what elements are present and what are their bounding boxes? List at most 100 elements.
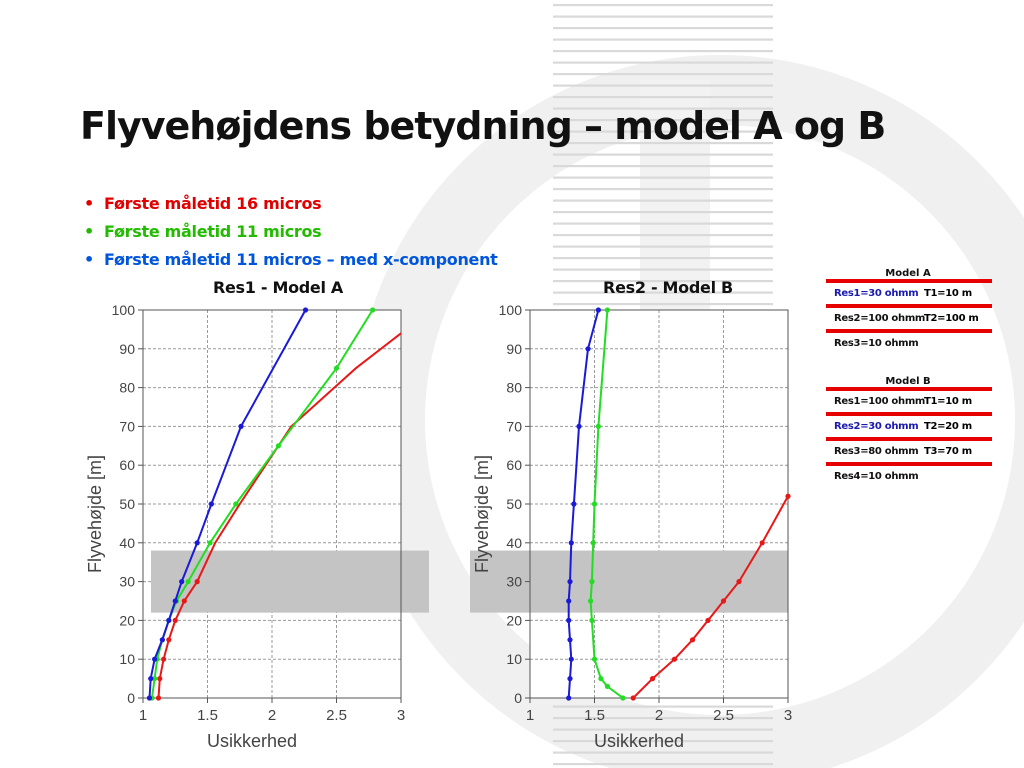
data-point-blue bbox=[146, 695, 153, 701]
y-tick-label: 40 bbox=[506, 535, 522, 551]
data-point-blue bbox=[194, 540, 200, 546]
chart-title-model-a: Res1 - Model A bbox=[212, 278, 344, 297]
y-tick-label: 90 bbox=[506, 341, 522, 357]
y-tick-label: 20 bbox=[119, 612, 135, 628]
data-point-green bbox=[152, 676, 158, 682]
y-tick-label: 100 bbox=[499, 302, 523, 318]
y-tick-label: 10 bbox=[119, 651, 135, 667]
y-axis-label: Flyvehøjde [m] bbox=[85, 455, 105, 573]
y-tick-label: 80 bbox=[506, 380, 522, 396]
x-axis-label: Usikkerhed bbox=[594, 731, 684, 751]
x-tick-label: 1 bbox=[139, 707, 147, 724]
thickness-cell: T3=70 m bbox=[924, 446, 972, 457]
data-point-blue bbox=[566, 695, 572, 701]
x-tick-label: 3 bbox=[397, 707, 405, 724]
y-tick-label: 60 bbox=[119, 457, 135, 473]
bullet-item-11-micros: • Første måletid 11 micros bbox=[84, 222, 498, 241]
data-point-blue bbox=[302, 307, 309, 313]
y-tick-label: 60 bbox=[506, 457, 522, 473]
stripe-line bbox=[553, 705, 773, 708]
y-tick-label: 70 bbox=[506, 418, 522, 434]
data-point-green bbox=[185, 579, 191, 585]
stripe-line bbox=[553, 84, 773, 87]
data-point-blue bbox=[566, 617, 572, 623]
y-tick-label: 10 bbox=[506, 651, 522, 667]
chart-model-a: 0 10 20 30 40 50 60 70 80 90 100 1 1.5 2 2.5 3 Usikkerhe… bbox=[85, 302, 429, 751]
series-line-green bbox=[151, 309, 374, 699]
stripe-line bbox=[553, 61, 773, 64]
stripe-line bbox=[553, 268, 773, 271]
bullet-marker: • bbox=[84, 222, 94, 241]
data-point-red bbox=[166, 637, 172, 643]
stripe-line bbox=[553, 751, 773, 754]
data-point-blue bbox=[567, 676, 573, 682]
table-row: Res2=30 ohmm T2=20 m bbox=[828, 416, 988, 437]
bullet-text: Første måletid 16 micros bbox=[104, 194, 322, 213]
slide-title: Flyvehøjdens betydning – model A og B bbox=[80, 104, 886, 148]
x-tick-label: 2 bbox=[268, 707, 276, 724]
y-tick-label: 70 bbox=[119, 418, 135, 434]
data-point-red bbox=[181, 598, 187, 604]
data-point-green bbox=[333, 365, 340, 371]
resistivity-cell: Res3=10 ohmm bbox=[834, 338, 919, 349]
bullet-text: Første måletid 11 micros bbox=[104, 222, 322, 241]
table-row: Res2=100 ohmm T2=100 m bbox=[828, 308, 988, 329]
data-point-red bbox=[736, 579, 742, 585]
y-tick-label: 100 bbox=[112, 302, 136, 318]
x-tick-label: 1.5 bbox=[197, 707, 218, 724]
stripe-line bbox=[553, 763, 773, 766]
series-line-blue bbox=[567, 309, 600, 699]
data-point-green bbox=[591, 501, 598, 507]
table-row: Res1=100 ohmm T1=10 m bbox=[828, 391, 988, 412]
data-point-red bbox=[155, 695, 162, 701]
table-row: Res1=30 ohmm T1=10 m bbox=[828, 283, 988, 304]
table-separator bbox=[826, 387, 992, 391]
data-point-red bbox=[161, 656, 167, 662]
model-b-table: Model B Res1=100 ohmm T1=10 m Res2=30 oh… bbox=[826, 376, 992, 487]
data-point-blue bbox=[571, 501, 577, 507]
resistivity-cell: Res1=30 ohmm bbox=[834, 288, 919, 299]
data-point-red bbox=[157, 676, 163, 682]
stripe-line bbox=[553, 280, 773, 283]
stripe-line bbox=[553, 130, 773, 133]
model-a-table: Model A Res1=30 ohmm T1=10 m Res2=100 oh… bbox=[826, 268, 992, 354]
data-point-green bbox=[604, 307, 610, 313]
y-tick-label: 30 bbox=[506, 574, 522, 590]
data-point-blue bbox=[166, 617, 172, 623]
table-separator bbox=[826, 412, 992, 416]
stripe-line bbox=[553, 107, 773, 110]
stripe-line bbox=[553, 27, 773, 30]
stripe-line bbox=[553, 303, 773, 306]
data-point-blue bbox=[179, 579, 185, 585]
highlight-band bbox=[470, 550, 788, 613]
x-tick-label: 2.5 bbox=[326, 707, 347, 724]
y-tick-label: 50 bbox=[119, 496, 135, 512]
data-point-green bbox=[620, 695, 626, 701]
data-point-red bbox=[705, 617, 711, 623]
data-point-blue bbox=[568, 656, 574, 662]
model-b-title: Model B bbox=[885, 376, 931, 387]
data-point-blue bbox=[148, 676, 154, 682]
resistivity-cell: Res1=100 ohmm bbox=[834, 396, 926, 407]
data-point-red bbox=[689, 637, 696, 643]
data-point-blue bbox=[159, 637, 165, 643]
y-axis-label: Flyvehøjde [m] bbox=[472, 455, 492, 573]
data-point-green bbox=[591, 656, 598, 662]
data-point-blue bbox=[238, 423, 244, 429]
highlight-band bbox=[151, 550, 429, 613]
x-tick-label: 2 bbox=[655, 707, 663, 724]
stripe-line bbox=[553, 188, 773, 191]
resistivity-cell: Res3=80 ohmm bbox=[834, 446, 919, 457]
data-point-blue bbox=[576, 423, 582, 429]
y-tick-label: 90 bbox=[119, 341, 135, 357]
x-tick-label: 2.5 bbox=[713, 707, 734, 724]
bullet-list: • Første måletid 16 micros • Første måleti… bbox=[84, 194, 498, 278]
stripe-line bbox=[553, 15, 773, 18]
stripe-line bbox=[553, 50, 773, 53]
x-tick-label: 3 bbox=[784, 707, 792, 724]
y-tick-label: 0 bbox=[514, 690, 522, 706]
stripe-line bbox=[553, 119, 773, 122]
x-tick-label: 1 bbox=[526, 707, 534, 724]
stripe-line bbox=[553, 728, 773, 731]
data-point-green bbox=[370, 307, 376, 313]
